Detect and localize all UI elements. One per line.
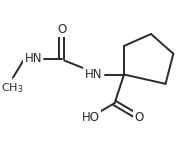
Text: O: O <box>134 111 143 124</box>
Text: HN: HN <box>11 78 13 79</box>
Text: HN: HN <box>85 68 103 81</box>
Text: O: O <box>57 23 66 36</box>
Text: HO: HO <box>82 111 100 124</box>
Text: CH$_3$: CH$_3$ <box>1 81 24 95</box>
Text: O: O <box>57 23 66 36</box>
Text: HN: HN <box>24 52 42 65</box>
Text: HN: HN <box>85 68 103 81</box>
Text: HN: HN <box>24 52 42 65</box>
